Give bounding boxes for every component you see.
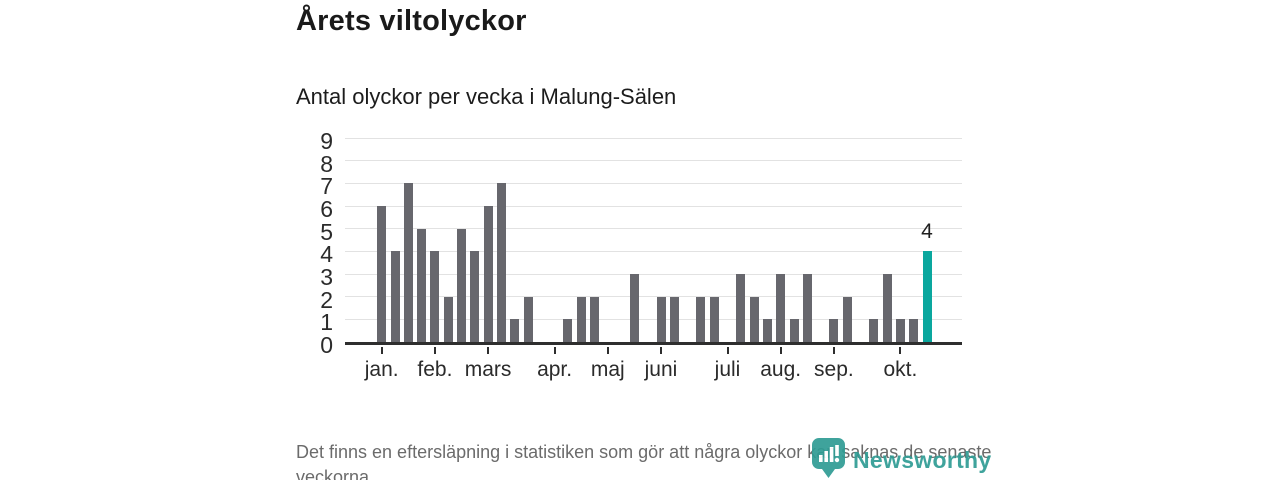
gridline — [345, 250, 962, 252]
x-tick — [779, 347, 782, 354]
bar-week-20 — [629, 274, 639, 342]
bar-week-33 — [802, 274, 812, 342]
gridline — [345, 296, 962, 298]
gridline — [345, 205, 962, 207]
y-tick-label: 7 — [320, 173, 333, 200]
bar-week-4 — [417, 228, 427, 342]
gridline — [345, 182, 962, 184]
bar-week-8 — [470, 251, 480, 342]
bar-week-41 — [909, 319, 919, 342]
bar-week-17 — [590, 296, 599, 342]
x-tick — [726, 347, 729, 354]
x-tick — [832, 347, 835, 354]
bar-week-31 — [776, 274, 786, 342]
x-tick — [660, 347, 662, 354]
bar-week-25 — [696, 296, 706, 342]
month-label: sep. — [814, 358, 854, 381]
bar-week-26 — [709, 296, 719, 342]
bar-week-3 — [403, 183, 413, 342]
month-label: feb. — [417, 358, 453, 381]
y-tick-label: 6 — [320, 196, 333, 222]
x-axis: jan. feb. mars apr. maj juni juli aug. sep. okt. — [345, 347, 962, 392]
bar-week-22 — [656, 296, 666, 342]
bar-highlight-week-42 — [922, 251, 932, 342]
bar-week-28 — [736, 274, 746, 342]
bar-week-32 — [789, 319, 799, 342]
month-label: maj — [590, 358, 625, 381]
x-tick — [899, 347, 902, 354]
month-label: aug. — [760, 358, 802, 381]
month-label: juni — [644, 358, 678, 381]
bar-week-10 — [496, 183, 506, 342]
bar-week-23 — [669, 296, 679, 342]
month-label: apr. — [537, 358, 573, 381]
gridline — [345, 137, 962, 139]
bar-week-35 — [829, 319, 839, 342]
bar-week-2 — [390, 251, 400, 342]
y-tick-label: 1 — [320, 309, 333, 336]
month-label: mars — [464, 358, 512, 381]
bar-week-9 — [483, 206, 493, 342]
gridline — [345, 273, 962, 275]
month-label: okt. — [883, 358, 918, 381]
bar-week-1 — [377, 206, 387, 342]
x-tick — [553, 347, 556, 354]
bar-week-11 — [510, 319, 520, 342]
bar-week-7 — [457, 228, 466, 342]
bar-week-38 — [869, 319, 879, 342]
y-tick-label: 4 — [320, 241, 333, 268]
highlight-value-label: 4 — [921, 220, 933, 244]
gridline — [345, 228, 962, 230]
bar-week-39 — [882, 274, 892, 342]
y-tick-label: 9 — [320, 128, 333, 154]
newsworthy-logo-text: Newsworthy — [853, 447, 992, 473]
bar-week-36 — [842, 296, 852, 342]
month-label: juli — [714, 358, 741, 381]
bar-week-12 — [523, 296, 533, 342]
bar-week-15 — [563, 319, 573, 342]
bar-week-6 — [443, 296, 453, 342]
newsworthy-logo: Newsworthy — [812, 438, 991, 480]
chart-subtitle: Antal olyckor per vecka i Malung-Sälen — [296, 84, 677, 109]
x-tick — [606, 347, 609, 354]
bar-week-29 — [749, 296, 759, 342]
y-tick-label: 2 — [320, 286, 333, 313]
y-tick-label: 0 — [320, 332, 333, 358]
bar-week-40 — [895, 319, 905, 342]
gridline — [345, 160, 962, 162]
x-tick — [433, 347, 436, 354]
y-tick-label: 8 — [320, 150, 333, 177]
bar-week-30 — [762, 319, 772, 342]
page-title: Årets viltolyckor — [296, 5, 527, 37]
bar-week-16 — [576, 296, 586, 342]
x-tick — [380, 347, 383, 354]
newsworthy-logo-icon — [812, 438, 845, 480]
gridline — [345, 318, 962, 320]
bar-week-5 — [430, 251, 440, 342]
plot-area: 4 — [345, 137, 962, 345]
month-label: jan. — [364, 358, 399, 381]
x-tick — [487, 347, 490, 354]
y-tick-label: 3 — [320, 264, 333, 290]
y-tick-label: 5 — [320, 218, 333, 245]
